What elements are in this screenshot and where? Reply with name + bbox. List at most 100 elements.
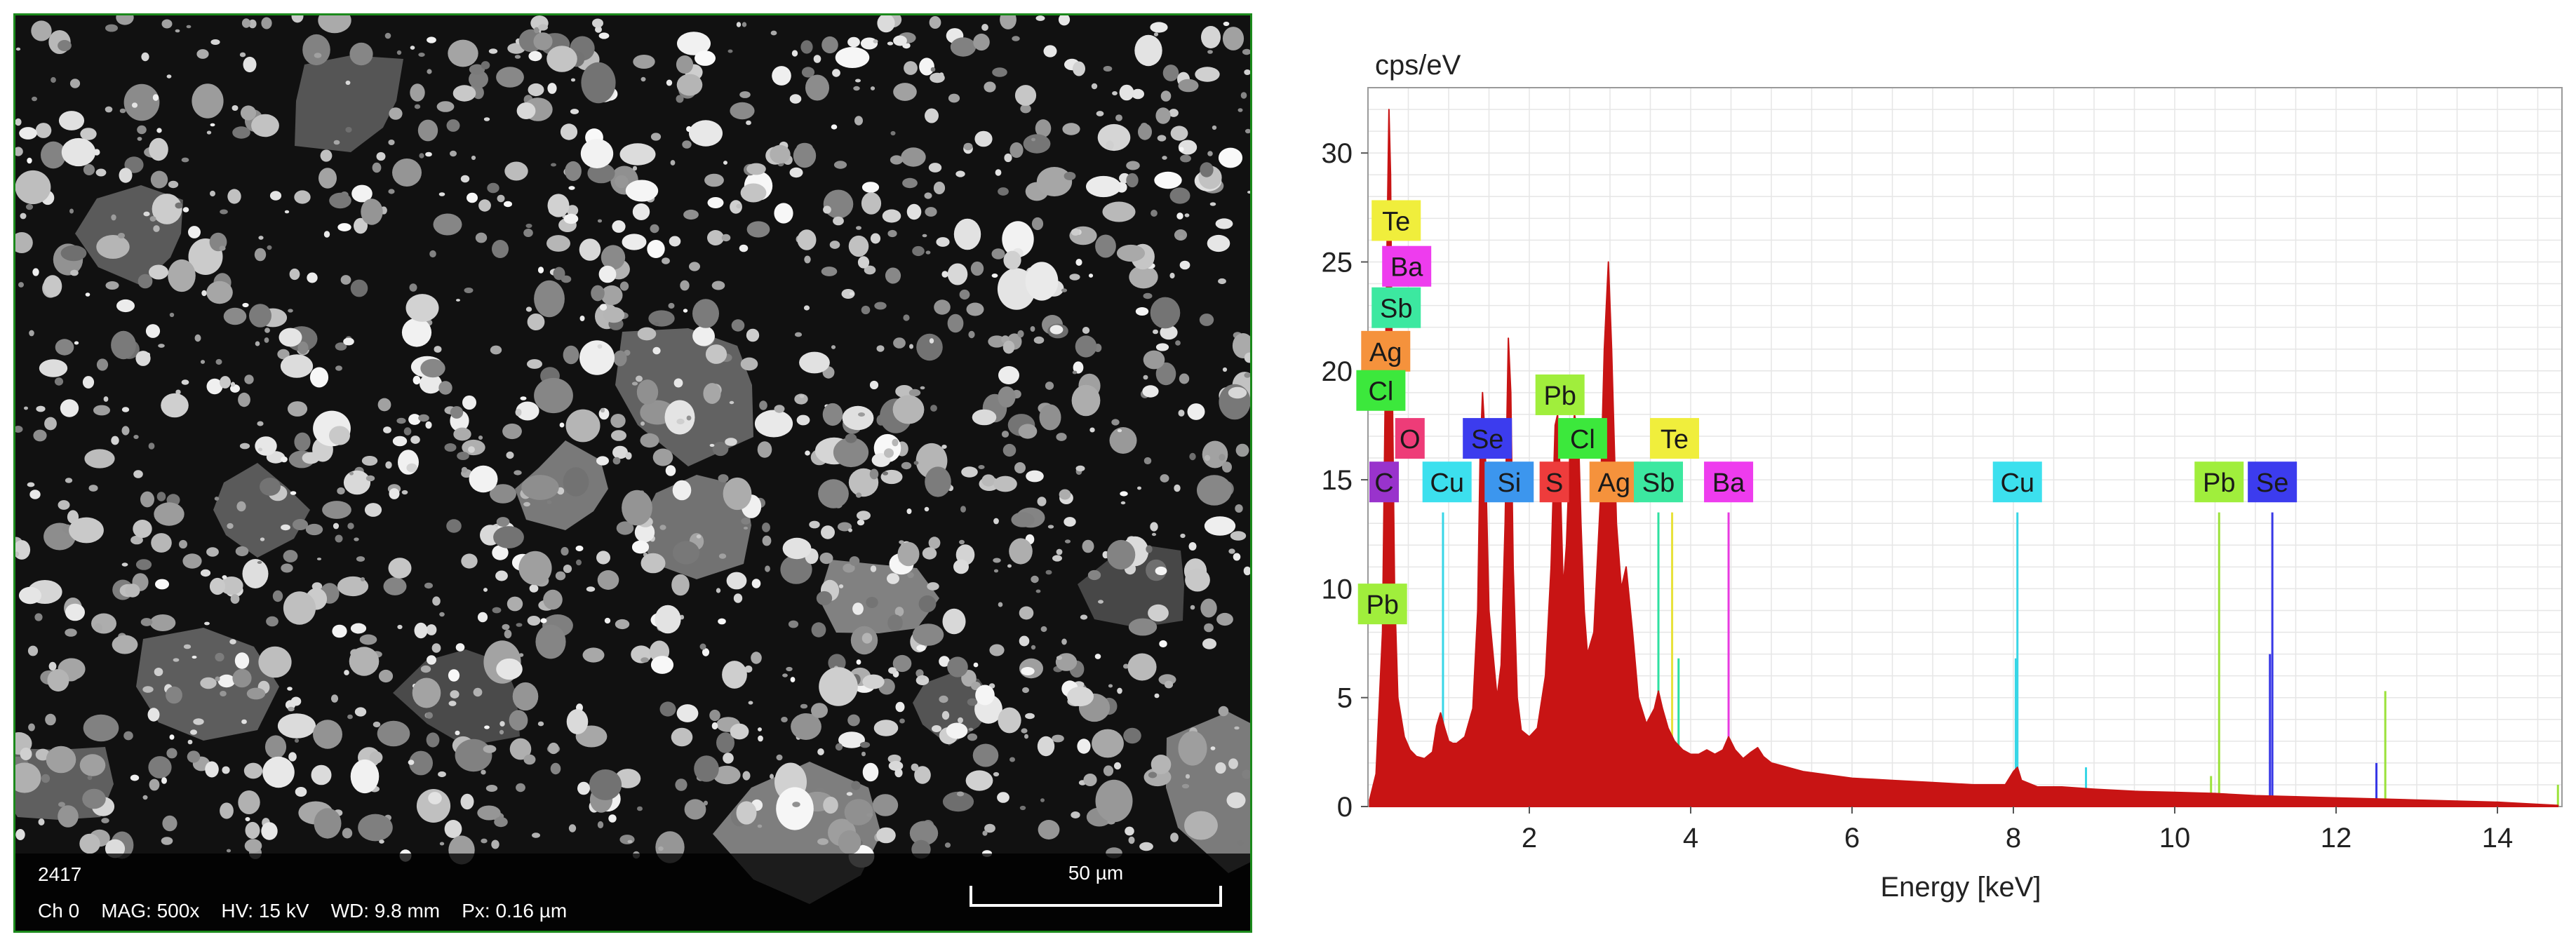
- sem-particle: [277, 713, 316, 739]
- sem-particle: [703, 383, 721, 404]
- sem-particle: [1018, 424, 1038, 439]
- sem-particle: [426, 624, 437, 635]
- sem-particle: [1243, 566, 1250, 576]
- sem-particle: [804, 255, 811, 264]
- sem-particle: [238, 392, 250, 407]
- element-label: Sb: [1634, 461, 1683, 503]
- sem-particle: [119, 108, 126, 114]
- sem-particle: [953, 218, 981, 250]
- sem-particle: [927, 582, 939, 591]
- sem-particle: [332, 624, 347, 638]
- sem-particle: [862, 674, 885, 689]
- sem-particle: [111, 330, 136, 360]
- sem-particle: [31, 20, 52, 41]
- sem-particle: [1247, 191, 1250, 194]
- sem-particle: [874, 302, 887, 310]
- sem-particle: [913, 461, 919, 465]
- sem-particle: [181, 157, 189, 163]
- sem-particle: [1108, 684, 1113, 688]
- y-tick-label: 30: [1322, 138, 1353, 169]
- sem-particle: [727, 49, 733, 53]
- sem-particle: [95, 168, 107, 177]
- sem-particle: [347, 522, 354, 530]
- sem-particle: [36, 405, 46, 412]
- sem-particle: [1129, 265, 1158, 289]
- sem-particle: [516, 783, 525, 793]
- sem-particle: [418, 53, 425, 57]
- element-label: Cu: [1992, 461, 2042, 503]
- sem-particle: [481, 61, 490, 69]
- sem-particle: [230, 382, 236, 387]
- sem-particle: [392, 159, 422, 187]
- sem-particle: [444, 820, 462, 838]
- sem-particle: [870, 233, 881, 244]
- element-label-box: [1382, 245, 1432, 287]
- sem-particle: [570, 109, 579, 114]
- sem-particle: [408, 414, 421, 425]
- sem-particle: [1199, 313, 1214, 326]
- sem-particle: [803, 305, 810, 311]
- sem-particle: [379, 840, 384, 844]
- sem-particle: [956, 791, 965, 797]
- sem-particle: [1019, 805, 1026, 811]
- sem-particle: [901, 461, 912, 470]
- sem-particle: [597, 219, 603, 223]
- sem-particle: [534, 377, 573, 414]
- sem-particle: [634, 522, 655, 543]
- sem-particle: [39, 359, 68, 377]
- sem-particle: [864, 265, 876, 275]
- sem-particle: [333, 140, 340, 145]
- sem-particle: [279, 328, 302, 347]
- sem-particle: [525, 306, 532, 312]
- sem-particle: [340, 275, 351, 285]
- sem-particle: [581, 62, 616, 104]
- sem-particle: [801, 67, 815, 78]
- sem-particle: [595, 26, 602, 33]
- sem-particle: [220, 576, 243, 595]
- sem-particle: [142, 795, 148, 800]
- sem-particle: [48, 661, 57, 671]
- sem-particle: [631, 540, 650, 554]
- sem-particle: [1216, 612, 1233, 626]
- sem-particle: [349, 471, 354, 476]
- sem-particle: [800, 703, 808, 709]
- sem-particle: [851, 781, 861, 790]
- sem-particle: [1143, 457, 1152, 465]
- sem-particle: [206, 378, 223, 395]
- sem-particle: [161, 393, 189, 418]
- sem-particle: [450, 406, 464, 419]
- sem-particle: [205, 761, 219, 778]
- sem-particle: [683, 309, 688, 313]
- sem-particle: [1037, 497, 1047, 506]
- x-tick-label: 10: [2159, 823, 2191, 854]
- sem-particle: [469, 465, 498, 493]
- sem-particle: [1148, 604, 1169, 622]
- sem-particle: [746, 163, 766, 175]
- sem-particle: [318, 168, 337, 189]
- sem-particle: [742, 771, 751, 781]
- sem-particle: [890, 155, 904, 165]
- sem-particle: [1134, 34, 1162, 67]
- sem-particle: [1056, 656, 1063, 660]
- sem-particle: [416, 789, 451, 823]
- sem-particle: [1064, 517, 1076, 527]
- sem-particle: [292, 519, 309, 530]
- sem-particle: [493, 526, 524, 548]
- sem-particle: [241, 719, 247, 724]
- sem-particle: [924, 506, 930, 512]
- sem-particle: [105, 281, 119, 290]
- sem-particle: [188, 226, 201, 238]
- sem-particle: [811, 622, 826, 638]
- sem-particle: [85, 292, 90, 297]
- sem-particle: [155, 579, 169, 590]
- sem-particle: [1187, 403, 1205, 420]
- sem-particle: [349, 647, 380, 676]
- sem-particle: [928, 163, 942, 173]
- sem-particle: [1207, 50, 1213, 54]
- sem-particle: [684, 799, 706, 820]
- sem-particle: [1127, 653, 1157, 681]
- sem-particle: [383, 577, 407, 595]
- sem-particle: [460, 793, 474, 810]
- sem-particle: [598, 265, 617, 283]
- sem-particle: [1162, 65, 1179, 81]
